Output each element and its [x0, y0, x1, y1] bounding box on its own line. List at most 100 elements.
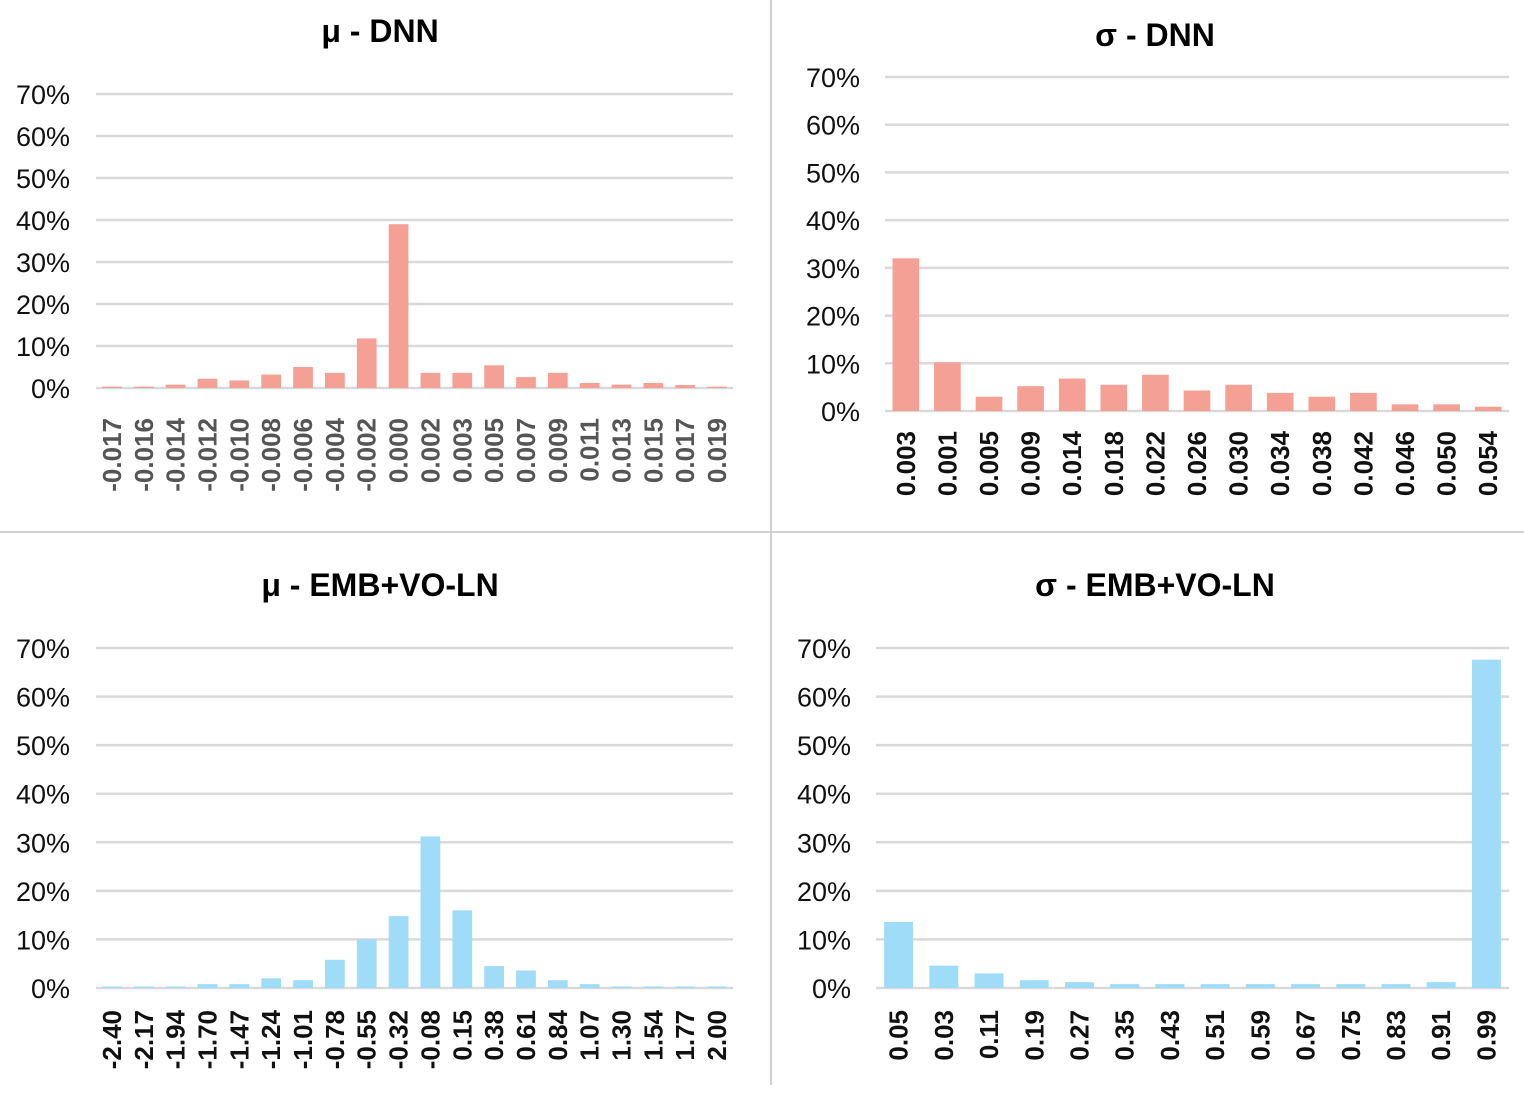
chart-title: σ - DNN [1095, 17, 1215, 53]
y-tick-label: 0% [812, 974, 851, 1004]
x-tick-label: 0.11 [974, 1010, 1004, 1059]
y-tick-label: 70% [797, 634, 851, 664]
x-tick-label: -1.70 [192, 1010, 222, 1069]
y-tick-label: 20% [806, 302, 860, 332]
bar [1225, 384, 1252, 411]
y-tick-label: 30% [16, 248, 70, 278]
x-tick-label: 0.99 [1471, 1010, 1501, 1061]
x-tick-label: -0.017 [97, 418, 127, 492]
x-tick-label: 0.019 [702, 418, 732, 483]
y-tick-label: 0% [31, 974, 70, 1004]
x-tick-label: 0.15 [447, 1010, 477, 1061]
bar [165, 986, 186, 988]
chart-title: σ - EMB+VO-LN [1035, 567, 1275, 603]
y-tick-label: 70% [16, 634, 70, 664]
bar [1058, 378, 1086, 411]
y-tick-label: 10% [16, 925, 70, 955]
y-tick-label: 50% [797, 731, 851, 761]
x-tick-label: -1.24 [256, 1009, 286, 1069]
x-tick-label: 0.27 [1064, 1010, 1094, 1061]
x-tick-label: -0.010 [224, 418, 254, 492]
bar [975, 396, 1003, 411]
x-tick-label: 2.00 [702, 1010, 732, 1061]
x-tick-label: -1.01 [288, 1010, 318, 1069]
x-tick-label: 0.017 [670, 418, 700, 483]
bar [611, 384, 632, 388]
bar [1017, 386, 1044, 411]
x-tick-label: -1.47 [224, 1010, 254, 1069]
x-tick-label: -0.78 [320, 1010, 350, 1069]
bar [929, 965, 959, 988]
bar [1019, 980, 1049, 988]
bar [1391, 404, 1419, 411]
x-tick-label: 0.003 [447, 418, 477, 483]
bar [675, 385, 696, 388]
bar [892, 258, 920, 411]
bar [1474, 406, 1502, 411]
bar [484, 966, 504, 988]
x-tick-label: 0.51 [1200, 1010, 1230, 1061]
y-tick-label: 40% [797, 780, 851, 810]
x-tick-label: 0.84 [543, 1009, 573, 1060]
bar [707, 986, 727, 988]
x-tick-label: -0.08 [415, 1010, 445, 1069]
x-tick-label: 0.026 [1182, 431, 1212, 496]
y-tick-label: 60% [16, 683, 70, 713]
x-tick-label: 0.005 [974, 431, 1004, 496]
bar [1110, 984, 1140, 988]
bar [1266, 392, 1294, 411]
bar [1308, 396, 1336, 411]
bar [420, 836, 441, 988]
x-tick-label: 0.002 [415, 418, 445, 483]
x-tick-label: 0.05 [884, 1010, 914, 1061]
x-tick-label: -0.32 [384, 1010, 414, 1069]
bar [229, 984, 250, 988]
x-tick-label: -0.55 [352, 1010, 382, 1069]
y-tick-label: 70% [16, 80, 70, 110]
x-tick-label: -0.008 [256, 418, 286, 492]
x-tick-label: -2.17 [129, 1010, 159, 1069]
x-tick-label: 0.005 [479, 418, 509, 483]
y-tick-label: 50% [806, 158, 860, 188]
x-tick-label: 0.001 [932, 431, 962, 496]
bar [1336, 984, 1366, 988]
bar [1064, 982, 1094, 988]
bar [388, 916, 409, 988]
x-tick-label: -0.012 [192, 418, 222, 492]
chart-mu-emb-vo-ln: μ - EMB+VO-LN 0% 10% 20% 30% 40% 50% 60% 70% -2.4… [16, 567, 733, 1069]
y-tick-label: 10% [16, 332, 70, 362]
y-tick-label: 50% [16, 731, 70, 761]
bar [197, 984, 218, 988]
bar [1350, 392, 1377, 411]
x-tick-label: -0.016 [129, 418, 159, 492]
x-tick-label: 0.19 [1019, 1010, 1049, 1061]
bar [484, 365, 504, 388]
chart-title: μ - DNN [321, 13, 438, 49]
x-tick-label: 0.007 [511, 418, 541, 483]
x-tick-label: 0.38 [479, 1010, 509, 1061]
x-tick-label: 0.014 [1057, 430, 1087, 496]
x-tick-label: 0.35 [1110, 1010, 1140, 1061]
y-tick-label: 10% [797, 925, 851, 955]
bar [579, 382, 600, 388]
bar [1200, 984, 1230, 988]
x-tick-label: 0.59 [1245, 1010, 1275, 1061]
bar [516, 970, 536, 988]
bar [325, 959, 345, 988]
bar [547, 980, 568, 988]
y-tick-label: 60% [806, 111, 860, 141]
bar [1183, 390, 1211, 411]
bar [974, 973, 1004, 988]
x-tick-label: -2.40 [97, 1010, 127, 1069]
bar [420, 372, 441, 388]
bar [1433, 404, 1460, 411]
y-tick-label: 60% [797, 683, 851, 713]
x-tick-label: 0.013 [607, 418, 637, 483]
x-tick-label: 1.77 [670, 1010, 700, 1061]
x-tick-label: 1.54 [638, 1009, 668, 1060]
bar [1100, 384, 1128, 411]
x-tick-label: 0.91 [1426, 1010, 1456, 1061]
bar [261, 374, 282, 388]
